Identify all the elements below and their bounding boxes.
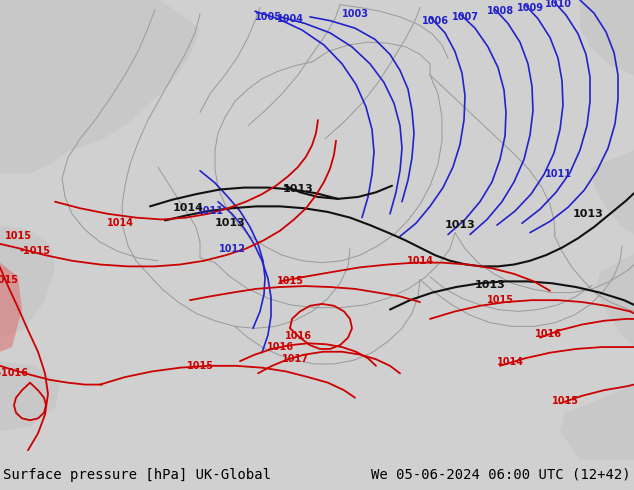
- Text: 1012: 1012: [219, 244, 245, 253]
- Text: We 05-06-2024 06:00 UTC (12+42): We 05-06-2024 06:00 UTC (12+42): [371, 468, 631, 482]
- Text: 1010: 1010: [545, 0, 571, 9]
- Text: 1016: 1016: [266, 342, 294, 352]
- Polygon shape: [0, 0, 200, 173]
- Text: Surface pressure [hPa] UK-Global: Surface pressure [hPa] UK-Global: [3, 468, 271, 482]
- Text: 1015: 1015: [4, 231, 32, 242]
- Text: 1016: 1016: [285, 331, 311, 341]
- Text: 1008: 1008: [486, 6, 514, 16]
- Text: 1013: 1013: [283, 184, 313, 195]
- Text: 1014: 1014: [172, 203, 204, 213]
- Text: 1015: 1015: [276, 276, 304, 286]
- Text: 1014: 1014: [406, 256, 434, 266]
- Text: -1015: -1015: [20, 246, 51, 256]
- Text: 1005: 1005: [254, 12, 281, 22]
- Text: 1013: 1013: [215, 218, 245, 228]
- Text: 10161016: 10161016: [0, 368, 29, 378]
- Text: 1013: 1013: [573, 209, 604, 219]
- Text: 1007: 1007: [451, 12, 479, 22]
- Text: 1003: 1003: [342, 9, 368, 19]
- Text: 1015: 1015: [552, 396, 578, 407]
- Polygon shape: [560, 385, 634, 460]
- Polygon shape: [0, 361, 60, 432]
- Text: 1017: 1017: [281, 354, 309, 364]
- Text: 1014: 1014: [107, 218, 134, 228]
- Text: 1015: 1015: [186, 361, 214, 371]
- Polygon shape: [590, 150, 634, 235]
- Text: 1015: 1015: [486, 295, 514, 305]
- Polygon shape: [595, 253, 634, 347]
- Text: 1013: 1013: [444, 220, 476, 230]
- Text: 1015: 1015: [0, 274, 18, 285]
- Text: 1011: 1011: [545, 169, 571, 178]
- Text: 1004: 1004: [276, 14, 304, 24]
- Text: 1009: 1009: [517, 2, 543, 13]
- Text: 1013: 1013: [475, 280, 505, 290]
- Text: 1006: 1006: [422, 16, 448, 25]
- Polygon shape: [0, 225, 55, 338]
- Polygon shape: [0, 263, 22, 352]
- Text: 1016: 1016: [534, 329, 562, 339]
- Text: 1014: 1014: [496, 357, 524, 367]
- Polygon shape: [580, 0, 634, 75]
- Text: 1011: 1011: [197, 206, 224, 216]
